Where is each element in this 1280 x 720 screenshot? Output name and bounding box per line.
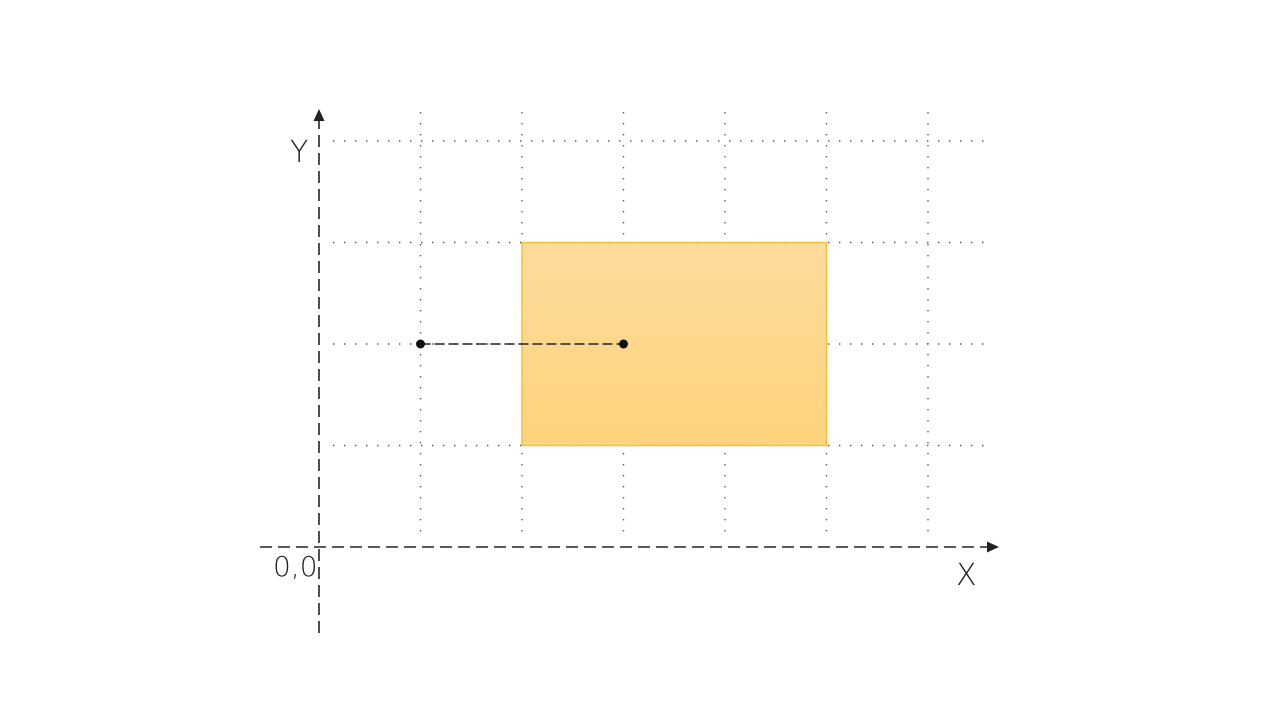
segment-start-point — [416, 339, 425, 349]
origin-label: 0,0 — [273, 550, 318, 583]
y-axis-label: Y — [290, 135, 308, 170]
segment-end-point — [619, 339, 628, 349]
grid — [333, 112, 992, 535]
y-axis-arrow-icon — [313, 109, 325, 121]
x-axis-label: X — [956, 558, 977, 593]
x-axis-arrow-icon — [987, 541, 999, 553]
